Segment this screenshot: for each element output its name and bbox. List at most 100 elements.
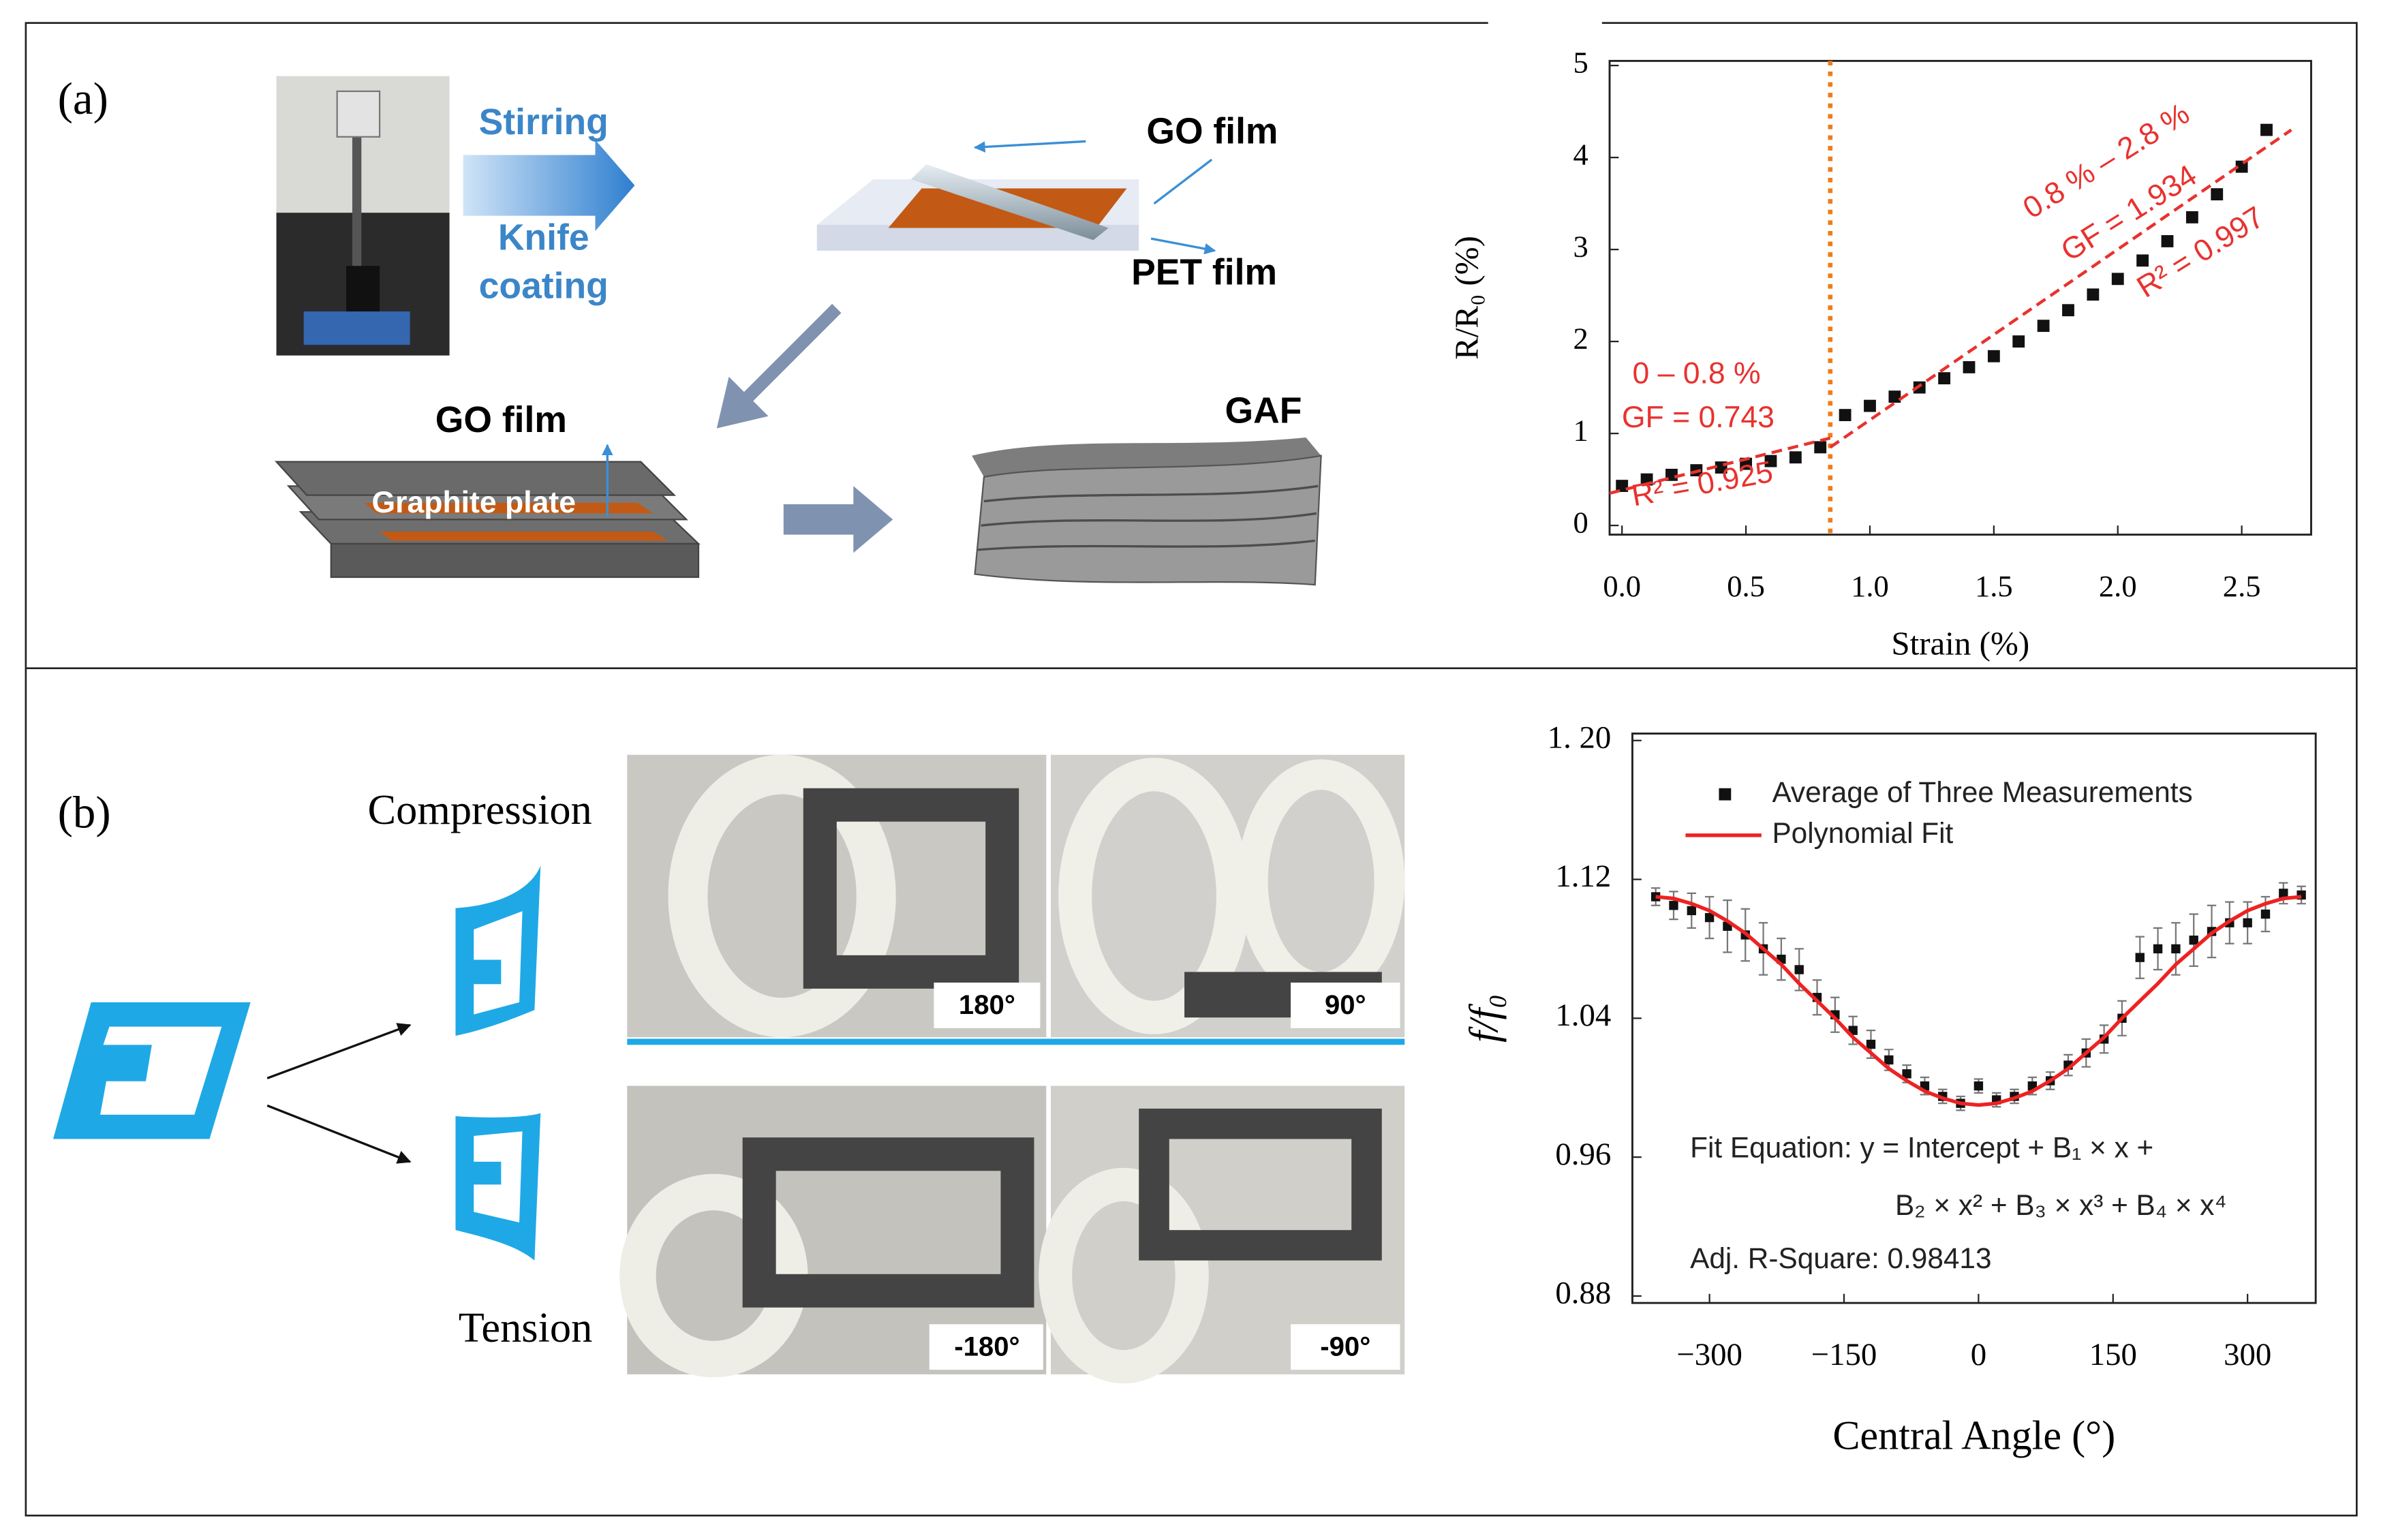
data-point	[2037, 320, 2050, 333]
data-point	[1814, 441, 1827, 454]
photos	[619, 754, 1405, 1384]
x-tick-label: 2.0	[2099, 569, 2137, 603]
fit-line	[1609, 436, 1831, 495]
y-tick-label: 1.04	[1555, 998, 1611, 1033]
data-point	[1973, 1081, 1984, 1091]
layer-label: GO film	[435, 400, 567, 440]
annotation: GF = 0.743	[1622, 401, 1775, 434]
legend-swatch	[1719, 788, 1732, 801]
data-point	[1794, 965, 1804, 974]
layer-label: GO film	[1146, 111, 1278, 151]
x-axis-label: Central Angle (°)	[1832, 1413, 2115, 1459]
data-point	[1616, 480, 1629, 492]
data-point	[1902, 1069, 1911, 1079]
step-label: Knife	[498, 217, 589, 258]
gaf-structure	[972, 437, 1322, 586]
y-tick-label: 5	[1573, 45, 1588, 79]
data-point	[1665, 468, 1678, 481]
data-point	[1888, 390, 1901, 403]
data-point	[2243, 918, 2252, 927]
y-axis-label: f/f₀	[1462, 994, 1507, 1043]
frame	[25, 22, 2358, 1517]
data-point	[2136, 254, 2149, 267]
step-label: Stirring	[479, 102, 609, 142]
stir-arrow	[463, 140, 635, 231]
layer-label: Graphite plate	[371, 486, 576, 519]
y-tick-label: 3	[1573, 229, 1588, 263]
x-tick-label: 1.5	[1975, 569, 2013, 603]
flow-arrow	[783, 486, 893, 553]
data-point	[2171, 944, 2181, 954]
photo-label: -90°	[1320, 1332, 1370, 1362]
data-point	[2260, 909, 2271, 919]
x-tick-label: −150	[1811, 1337, 1877, 1372]
x-axis-label: Strain (%)	[1891, 625, 2029, 662]
flow-arrow	[716, 303, 842, 429]
y-axis-label: R/R₀ (%)	[1447, 236, 1485, 360]
data-point	[2279, 889, 2288, 898]
annotation: B₂ × x² + B₃ × x³ + B₄ × x⁴	[1895, 1189, 2227, 1221]
data-point	[1884, 1055, 1894, 1065]
x-tick-label: 150	[2089, 1337, 2137, 1372]
y-tick-label: 0.88	[1555, 1276, 1611, 1311]
graphite-stack	[275, 444, 701, 579]
antenna-icons	[52, 865, 541, 1261]
data-point	[2111, 273, 2124, 286]
data-point	[1963, 361, 1976, 373]
plot-frame	[1608, 59, 2312, 536]
y-tick-label: 0.96	[1555, 1137, 1611, 1172]
photo-label: 90°	[1325, 990, 1366, 1020]
data-point	[2161, 235, 2174, 247]
y-tick-label: 4	[1573, 137, 1588, 171]
y-tick-label: 2	[1573, 321, 1588, 355]
y-tick-label: 1.12	[1555, 859, 1611, 894]
coating-stage	[816, 140, 1216, 255]
x-tick-label: 0.5	[1727, 569, 1765, 603]
data-point	[1704, 912, 1715, 923]
panel-label: (a)	[58, 74, 108, 124]
data-point	[2211, 188, 2224, 201]
arrow	[266, 1023, 412, 1079]
layer-label: GAF	[1225, 390, 1302, 431]
layer-label: PET film	[1131, 253, 1277, 293]
data-point	[1987, 350, 2000, 363]
x-tick-label: 300	[2224, 1337, 2271, 1372]
data-point	[2012, 335, 2025, 348]
x-tick-label: 1.0	[1851, 569, 1889, 603]
annotation: 0 – 0.8 %	[1632, 356, 1760, 390]
data-point	[1866, 1039, 1876, 1049]
data-point	[1938, 372, 1951, 385]
data-point	[2062, 304, 2074, 317]
annotation: R² = 0.925	[1629, 455, 1776, 513]
legend-entry: Average of Three Measurements	[1772, 776, 2192, 808]
step-label: coating	[479, 266, 609, 307]
photo-stirrer	[276, 76, 450, 356]
legend-entry: Polynomial Fit	[1772, 817, 1953, 849]
y-tick-label: 1	[1573, 413, 1588, 447]
data-point	[2189, 936, 2198, 945]
state-label: Tension	[459, 1304, 593, 1351]
x-tick-label: −300	[1676, 1337, 1742, 1372]
state-label: Compression	[368, 786, 592, 833]
x-tick-label: 0.0	[1603, 569, 1641, 603]
y-tick-label: 0	[1573, 505, 1588, 539]
data-point	[1669, 901, 1678, 910]
fit-line	[1655, 895, 2302, 1107]
annotation: Adj. R-Square: 0.98413	[1690, 1242, 1991, 1274]
data-point	[1789, 451, 1802, 464]
x-tick-label: 2.5	[2223, 569, 2261, 603]
data-point	[2087, 288, 2100, 301]
photo-label: -180°	[954, 1332, 1019, 1362]
annotation: Fit Equation: y = Intercept + B₁ × x +	[1690, 1131, 2153, 1163]
y-tick-label: 1. 20	[1548, 720, 1612, 755]
data-point	[2153, 944, 2163, 954]
data-point	[1839, 409, 1852, 422]
data-point	[1764, 455, 1777, 467]
fit-line	[1829, 128, 2292, 449]
data-point	[2135, 953, 2145, 962]
panel-label: (b)	[58, 787, 111, 837]
arrow	[266, 1104, 412, 1164]
data-point	[1864, 399, 1876, 412]
